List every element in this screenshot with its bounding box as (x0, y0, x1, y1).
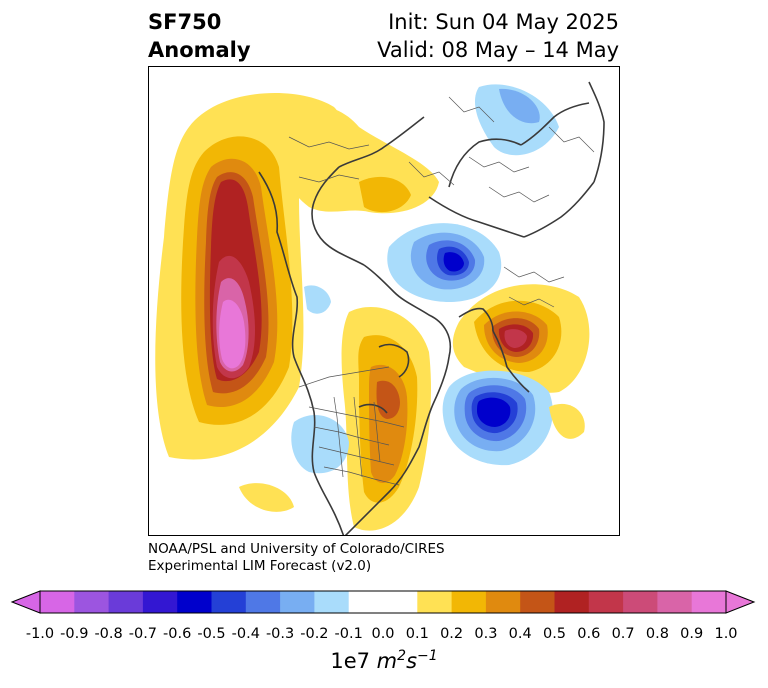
valid-range: Valid: 08 May – 14 May (377, 38, 619, 62)
colorbar-tick-label: 0.8 (645, 626, 669, 642)
unit-m-exponent: 2 (397, 648, 407, 664)
arctic-negative-anomaly (387, 223, 502, 302)
colorbar-cell (177, 591, 212, 613)
variable-name: SF750 (148, 10, 222, 34)
colorbar-tick-label: 0.5 (542, 626, 567, 642)
colorbar-tick-label: 0.4 (508, 626, 532, 642)
colorbar-tick-label: -0.1 (334, 626, 363, 642)
colorbar-cell (588, 591, 624, 613)
colorbar-cell (554, 591, 590, 613)
credit-line-1: NOAA/PSL and University of Colorado/CIRE… (148, 541, 445, 557)
unit-s-exponent: −1 (417, 648, 438, 664)
colorbar-cell (657, 591, 693, 613)
colorbar-cell (520, 591, 555, 613)
colorbar-unit-label: 1e7 m2s−1 (0, 648, 768, 673)
colorbar-cells (40, 591, 727, 613)
colorbar-tick-label: -0.9 (60, 626, 89, 642)
colorbar-outline (39, 590, 727, 614)
unit-prefix: 1e7 (330, 649, 370, 673)
colorbar-over-arrow (725, 590, 756, 614)
colorbar-tick-label: 0.3 (474, 626, 498, 642)
colorbar-tick-label: -0.8 (94, 626, 123, 642)
variable-type: Anomaly (148, 38, 251, 62)
colorbar-cell (348, 591, 384, 613)
colorbar-cell (485, 591, 521, 613)
colorbar-tick-label: 0.7 (611, 626, 635, 642)
colorbar-under-arrow (10, 590, 41, 614)
unit-m: m (376, 649, 398, 673)
data-credit: NOAA/PSL and University of Colorado/CIRE… (148, 541, 445, 575)
colorbar-cell (40, 591, 75, 613)
colorbar (10, 590, 756, 614)
colorbar-tick-label: -0.5 (197, 626, 226, 642)
colorbar-cell (691, 591, 727, 613)
colorbar-cell (142, 591, 178, 613)
north-america-positive-anomaly (341, 306, 431, 531)
colorbar-cell (211, 591, 247, 613)
init-date: Init: Sun 04 May 2025 (388, 10, 619, 34)
colorbar-cell (417, 591, 452, 613)
colorbar-tick-labels: -1.0 -0.9 -0.8 -0.7 -0.6 -0.5 -0.4 -0.3 -0.2 -0.1… (0, 626, 768, 646)
colorbar-tick-label: -0.6 (163, 626, 192, 642)
eurasia-negative-core (499, 88, 540, 124)
anomaly-map (148, 66, 620, 536)
colorbar-tick-label: 0.0 (371, 626, 395, 642)
colorbar-cell (245, 591, 281, 613)
colorbar-tick-label: -0.4 (231, 626, 260, 642)
unit-s: s (406, 649, 418, 673)
credit-line-2: Experimental LIM Forecast (v2.0) (148, 558, 372, 574)
colorbar-tick-label: -1.0 (25, 626, 55, 642)
arctic-positive-anomaly (273, 103, 439, 214)
colorbar-cell (383, 591, 418, 613)
map-canvas (155, 81, 605, 535)
colorbar-cell (451, 591, 487, 613)
colorbar-tick-label: 0.9 (680, 626, 704, 642)
colorbar-tick-label: 0.1 (405, 626, 429, 642)
subtropical-positive-anomaly (239, 483, 294, 512)
colorbar-tick-label: 0.6 (577, 626, 601, 642)
african-positive-anomaly (549, 403, 585, 439)
colorbar-cell (108, 591, 144, 613)
eurasia-negative-anomaly (474, 84, 559, 156)
political-borders (288, 96, 595, 486)
colorbar-cell (280, 591, 315, 613)
colorbar-cell (623, 591, 658, 613)
colorbar-cell (74, 591, 109, 613)
north-atlantic-negative-anomaly (442, 370, 553, 466)
colorbar-cell (314, 591, 350, 613)
colorbar-tick-label: 1.0 (714, 626, 738, 642)
western-us-negative-anomaly (291, 285, 349, 474)
atlantic-positive-anomaly (452, 284, 590, 393)
colorbar-tick-label: -0.7 (128, 626, 158, 642)
colorbar-tick-label: -0.3 (265, 626, 295, 642)
colorbar-tick-label: -0.2 (300, 626, 329, 642)
coastlines (258, 81, 605, 535)
plot-title-right: Init: Sun 04 May 2025 Valid: 08 May – 14… (377, 8, 619, 64)
colorbar-tick-label: 0.2 (440, 626, 464, 642)
plot-title-left: SF750 Anomaly (148, 8, 251, 64)
